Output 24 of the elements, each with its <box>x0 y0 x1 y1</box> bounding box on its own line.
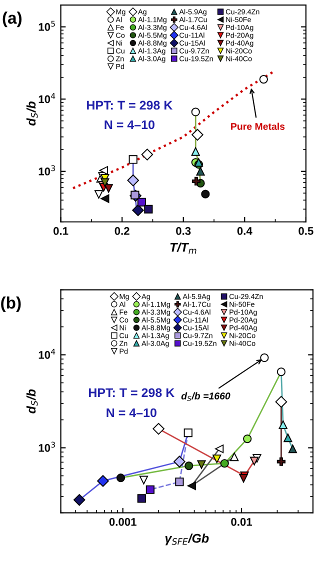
x-axis-title: γ$_{SFE}$/Gb <box>165 534 209 546</box>
x-tick-label: 0.2 <box>114 227 130 235</box>
annotation: HPT: T = 298 K <box>87 100 173 110</box>
x-axis-title: T/T$_{m}$ <box>170 242 196 254</box>
x-tick-label: 0.01 <box>231 518 252 526</box>
x-tick-label: 0.3 <box>176 227 191 235</box>
chart-title: (a) <box>2 12 22 28</box>
y-tick-label: 10$^{4}$ <box>38 93 56 104</box>
y-axis-title: d$_{S}$/b <box>26 102 38 126</box>
annotation: HPT: T = 298 K <box>89 388 175 398</box>
y-tick-label: 10$^{3}$ <box>38 165 55 176</box>
chart-title: (b) <box>1 296 21 312</box>
x-tick-label: 0.5 <box>298 227 314 235</box>
annotation: Pure Metals <box>231 122 285 130</box>
annotation: N = 4–10 <box>106 408 156 418</box>
y-tick-label: 10$^{4}$ <box>38 348 56 359</box>
x-tick-label: 0.001 <box>109 518 136 526</box>
x-tick-label: 0.4 <box>237 227 252 235</box>
y-axis-title: d$_{S}$/b <box>26 389 38 414</box>
y-tick-label: 10$^{3}$ <box>38 442 55 452</box>
y-tick-label: 10$^{5}$ <box>38 20 55 31</box>
x-tick-label: 0.1 <box>54 227 68 235</box>
annotation: N = 4–10 <box>104 120 154 130</box>
annotation: d$_{S}$/b =1660 <box>181 392 230 402</box>
